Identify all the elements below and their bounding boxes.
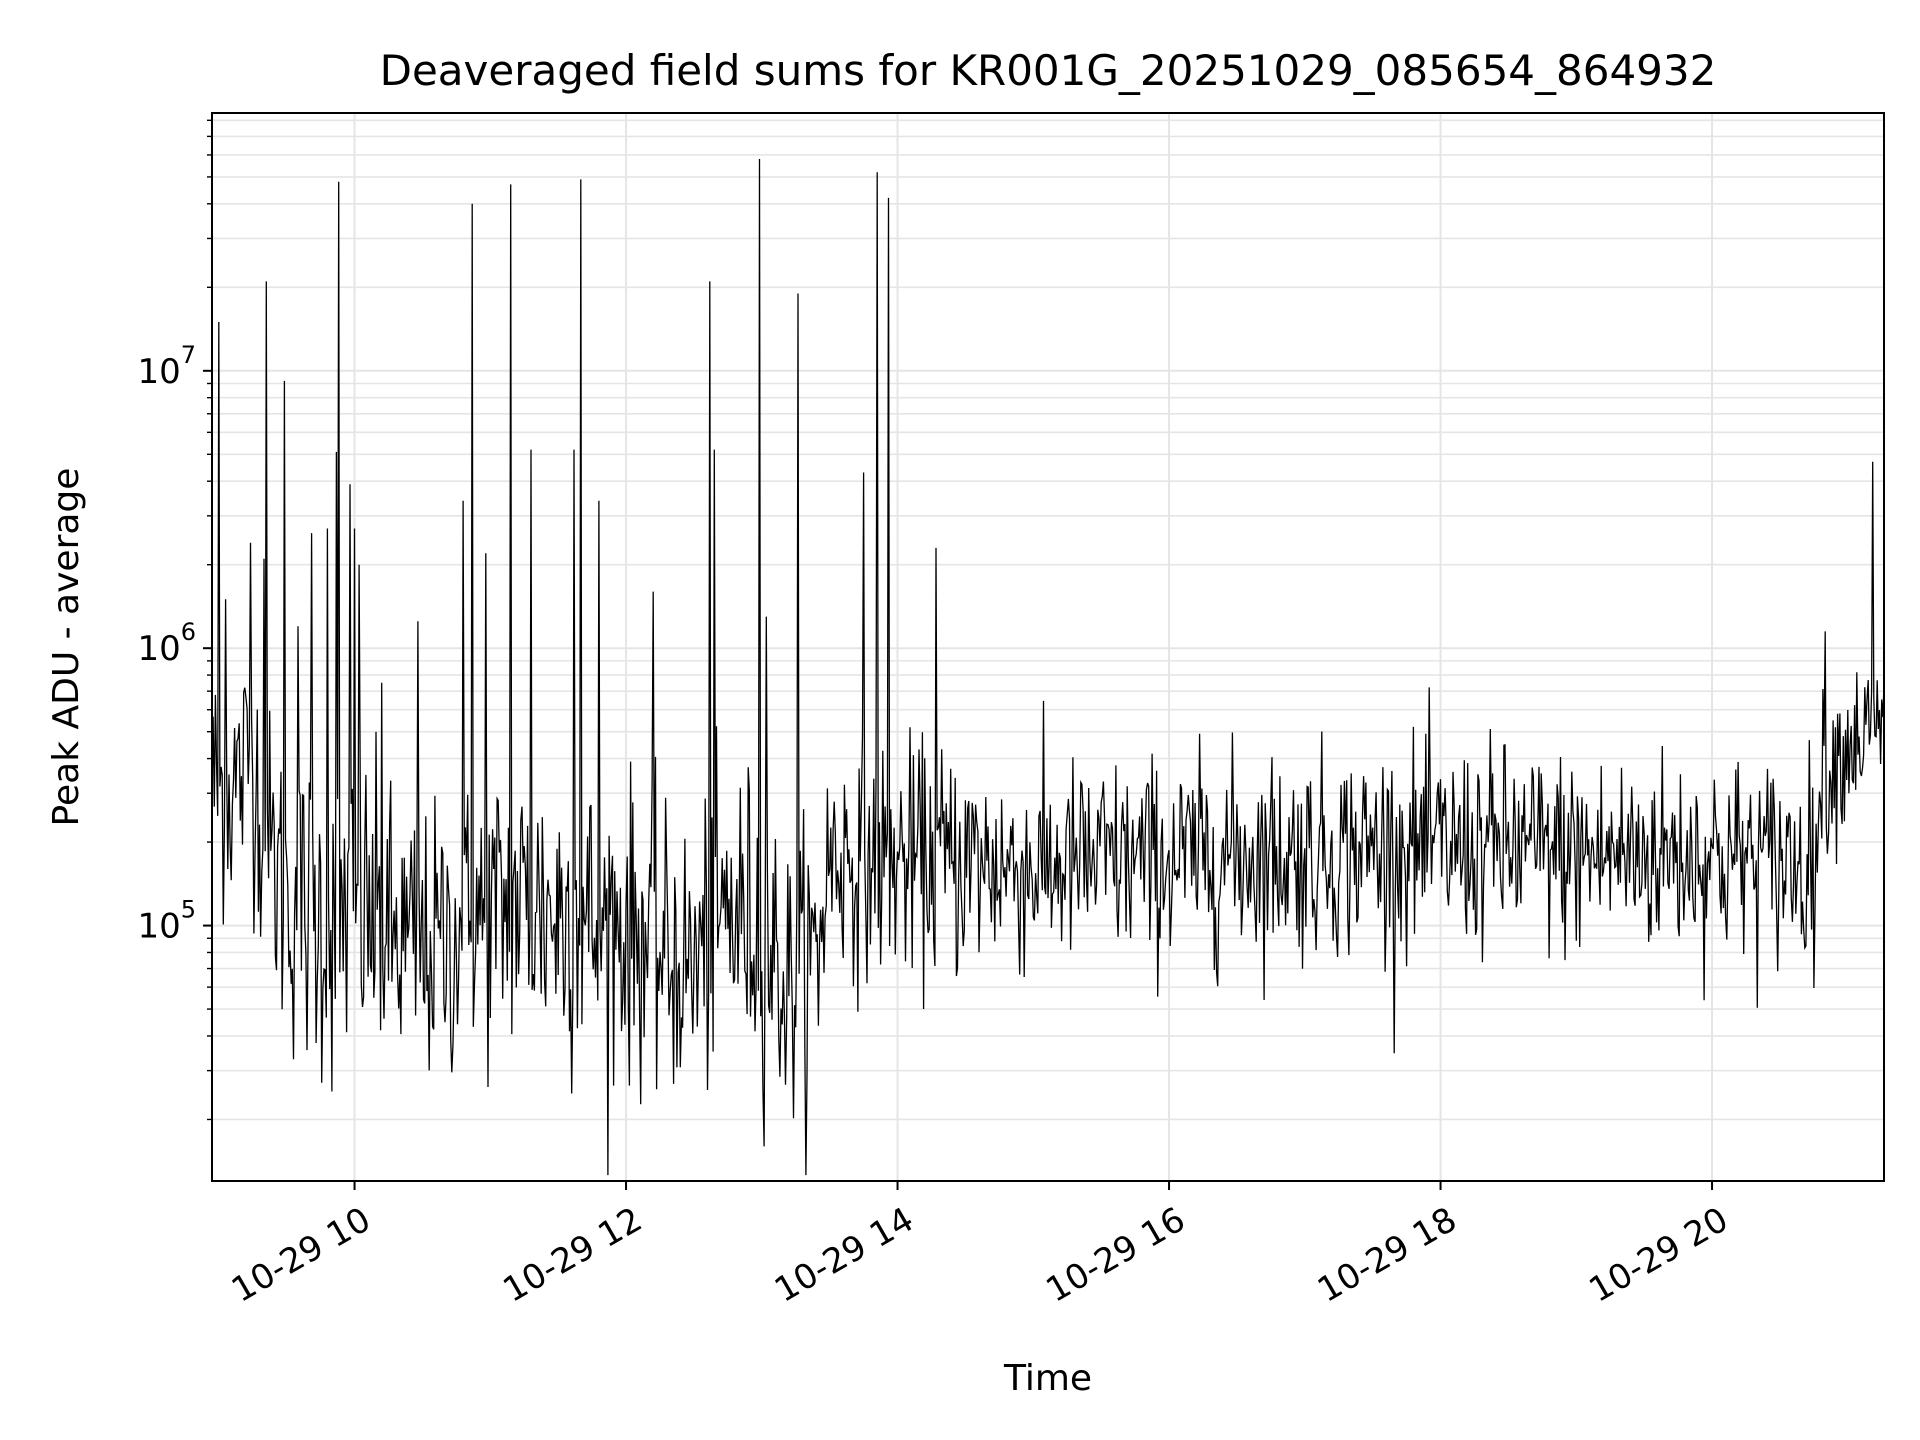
y-tick-label-exponent: 6 [181, 618, 196, 646]
y-tick-label: 107 [137, 341, 196, 392]
y-tick-label-exponent: 5 [181, 896, 196, 924]
series-line [211, 158, 1885, 1176]
y-axis-label: Peak ADU - average [46, 468, 87, 827]
x-axis-label: Time [1003, 1358, 1092, 1399]
y-tick-label-base: 10 [137, 907, 180, 947]
y-tick-label-exponent: 7 [181, 341, 196, 369]
chart-title: Deaveraged field sums for KR001G_2025102… [380, 46, 1717, 95]
y-tick-label-base: 10 [137, 352, 180, 392]
y-tick-label: 106 [137, 618, 196, 669]
axes-frame [211, 112, 1885, 1182]
y-tick-label-base: 10 [137, 629, 180, 669]
plot-area [211, 158, 1885, 1176]
y-tick-label: 105 [137, 896, 196, 947]
